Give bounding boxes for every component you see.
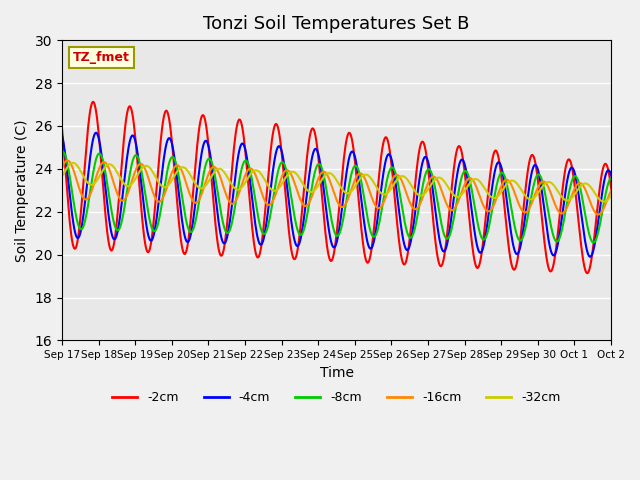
-4cm <box>416 172 424 178</box>
-2cm <box>236 117 243 122</box>
-4cm <box>287 211 294 216</box>
-32cm <box>58 174 66 180</box>
-4cm <box>623 255 631 261</box>
Title: Tonzi Soil Temperatures Set B: Tonzi Soil Temperatures Set B <box>204 15 470 33</box>
-32cm <box>637 200 640 206</box>
Legend: -2cm, -4cm, -8cm, -16cm, -32cm: -2cm, -4cm, -8cm, -16cm, -32cm <box>108 386 566 409</box>
-32cm <box>416 193 424 199</box>
-32cm <box>264 183 272 189</box>
-16cm <box>631 213 639 218</box>
-16cm <box>63 157 71 163</box>
-4cm <box>449 202 457 208</box>
-16cm <box>264 202 272 208</box>
-2cm <box>264 174 272 180</box>
Line: -32cm: -32cm <box>62 163 640 203</box>
-16cm <box>287 170 294 176</box>
Line: -4cm: -4cm <box>62 133 640 258</box>
-4cm <box>264 207 272 213</box>
-4cm <box>93 130 100 136</box>
-32cm <box>287 169 294 175</box>
-8cm <box>236 179 243 184</box>
-8cm <box>264 223 272 228</box>
-32cm <box>236 187 243 192</box>
-2cm <box>90 99 97 105</box>
Line: -16cm: -16cm <box>62 160 640 216</box>
-8cm <box>58 149 66 155</box>
-16cm <box>416 201 424 207</box>
-16cm <box>58 165 66 171</box>
Y-axis label: Soil Temperature (C): Soil Temperature (C) <box>15 119 29 262</box>
-16cm <box>127 180 135 185</box>
-16cm <box>236 190 243 195</box>
-2cm <box>449 174 457 180</box>
-2cm <box>127 107 135 113</box>
-2cm <box>620 272 628 278</box>
-8cm <box>626 240 634 246</box>
-32cm <box>69 160 77 166</box>
-8cm <box>449 220 457 226</box>
Line: -2cm: -2cm <box>62 102 640 275</box>
-8cm <box>416 198 424 204</box>
Text: TZ_fmet: TZ_fmet <box>73 51 130 64</box>
-16cm <box>449 207 457 213</box>
-4cm <box>58 132 66 138</box>
-8cm <box>287 188 294 194</box>
-4cm <box>127 133 135 139</box>
-2cm <box>287 240 294 246</box>
-8cm <box>59 149 67 155</box>
-2cm <box>58 126 66 132</box>
Line: -8cm: -8cm <box>62 152 640 243</box>
-8cm <box>127 163 135 168</box>
-2cm <box>416 144 424 150</box>
-32cm <box>127 181 135 187</box>
-4cm <box>236 148 243 154</box>
-32cm <box>449 192 457 197</box>
X-axis label: Time: Time <box>319 366 353 380</box>
